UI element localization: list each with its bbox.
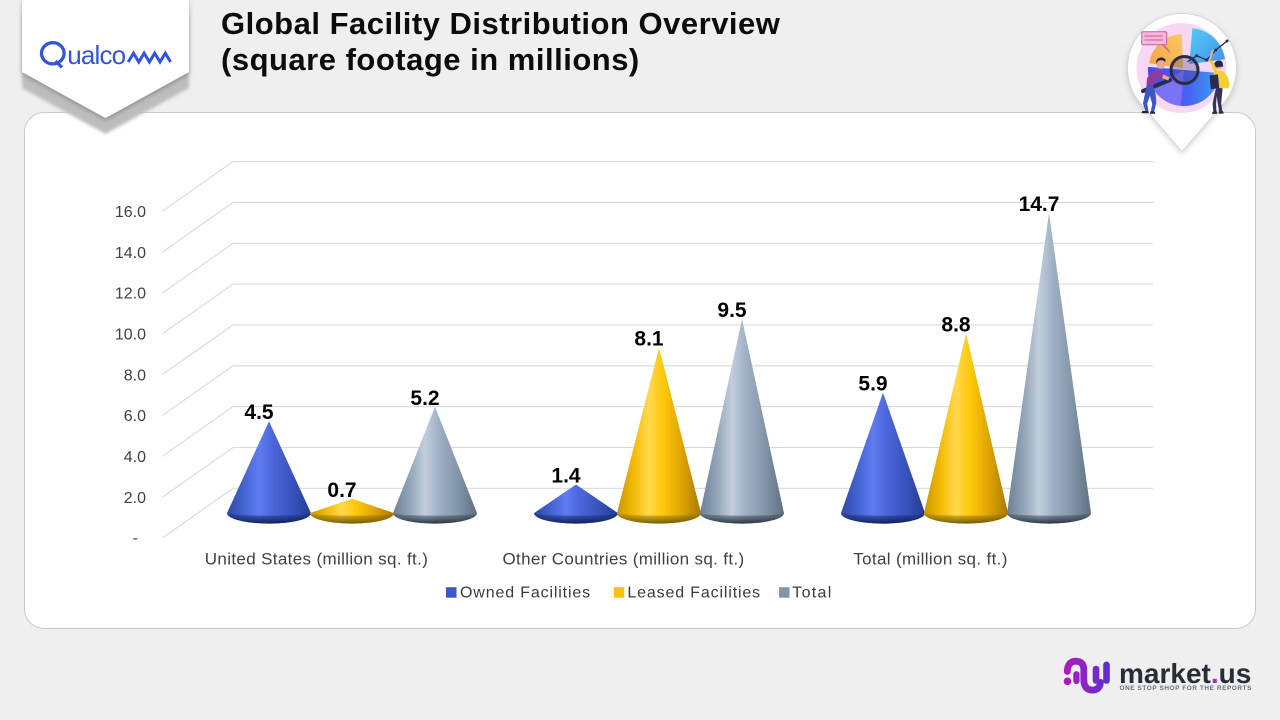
svg-text:10.0: 10.0 [115,327,146,344]
svg-text:1.4: 1.4 [551,465,581,488]
svg-text:Total: Total [792,584,832,601]
svg-text:ONE STOP SHOP FOR THE REPORTS: ONE STOP SHOP FOR THE REPORTS [1120,685,1253,692]
svg-text:Leased Facilities: Leased Facilities [627,584,761,601]
svg-text:8.1: 8.1 [634,328,664,351]
svg-text:ualco: ualco [67,40,125,70]
svg-text:4.5: 4.5 [244,401,274,424]
svg-text:14.0: 14.0 [115,245,146,262]
svg-text:16.0: 16.0 [115,204,146,221]
svg-text:14.7: 14.7 [1019,193,1060,216]
svg-text:Other Countries (million sq. f: Other Countries (million sq. ft.) [502,549,744,568]
svg-text:5.9: 5.9 [858,373,887,396]
svg-text:6.0: 6.0 [124,408,146,425]
svg-text:2.0: 2.0 [124,490,146,507]
svg-text:12.0: 12.0 [115,286,146,303]
svg-text:4.0: 4.0 [124,449,146,466]
svg-text:8.0: 8.0 [124,367,146,384]
svg-text:market.us: market.us [1119,658,1251,689]
svg-text:9.5: 9.5 [717,299,747,322]
svg-text:Total (million sq. ft.): Total (million sq. ft.) [853,549,1007,568]
svg-text:0.7: 0.7 [327,479,356,502]
svg-text:United States (million sq. ft.: United States (million sq. ft.) [205,549,428,568]
svg-text:5.2: 5.2 [410,387,439,410]
svg-text:8.8: 8.8 [941,313,971,336]
svg-text:-: - [133,530,138,547]
svg-text:Owned Facilities: Owned Facilities [460,584,591,601]
